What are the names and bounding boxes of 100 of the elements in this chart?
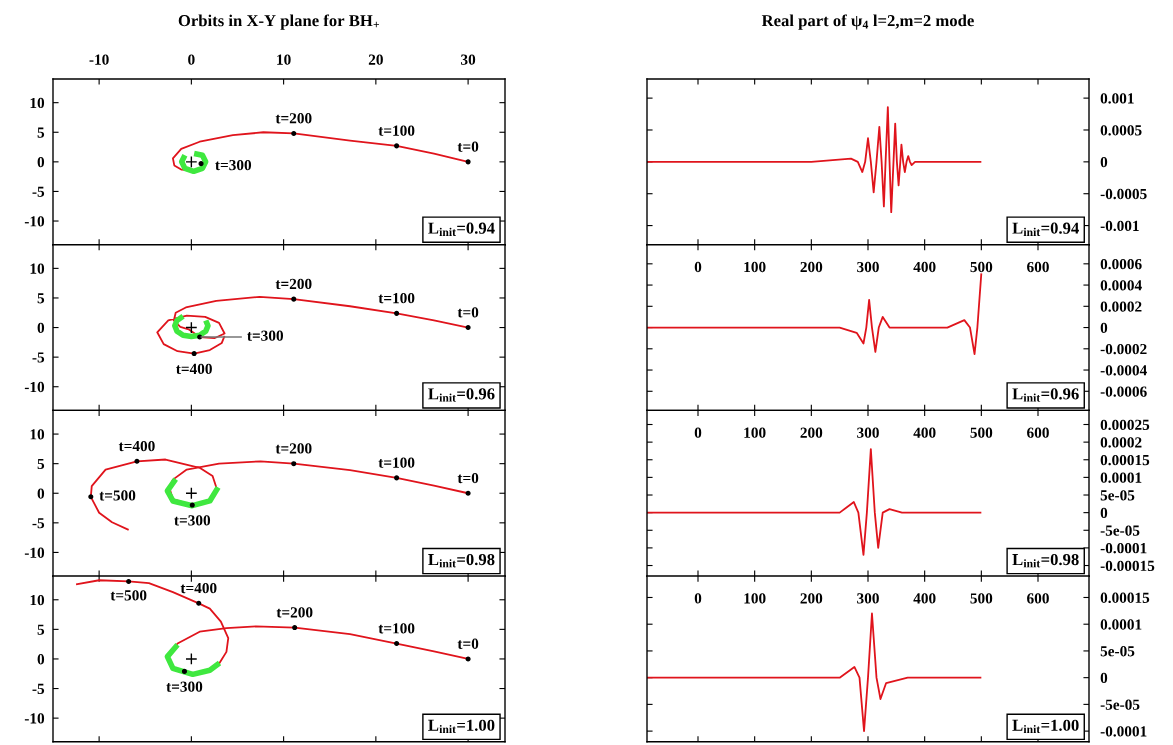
x-tick-label: 100 bbox=[744, 593, 766, 604]
y-tick-label: 0 bbox=[37, 488, 45, 499]
y-tick-label: -5 bbox=[32, 186, 45, 197]
y-tick-label: 0 bbox=[37, 322, 45, 333]
annotation: L$_{init}$=0.94 bbox=[1012, 222, 1079, 237]
point bbox=[465, 656, 471, 662]
point bbox=[191, 351, 197, 357]
y-tick-label: 0 bbox=[1100, 672, 1108, 684]
x-tick-label: 20 bbox=[368, 54, 383, 65]
y-tick-label: 0 bbox=[37, 156, 45, 168]
annotation: t=300 bbox=[215, 159, 252, 171]
x-tick-label: 200 bbox=[800, 261, 823, 273]
y-tick-label: -5 bbox=[32, 683, 45, 694]
line-series bbox=[647, 272, 983, 356]
y-tick-label: -0.0001 bbox=[1100, 726, 1147, 737]
chart-title: Real part of ψ$_{4}$ l=2,m=2 mode bbox=[761, 14, 974, 30]
annotation: t=400 bbox=[180, 582, 217, 594]
y-tick-label: 0.0002 bbox=[1100, 301, 1142, 312]
annotation: t=200 bbox=[275, 113, 312, 124]
annotation: L$_{init}$=1.00 bbox=[428, 719, 495, 734]
y-tick-label: -10 bbox=[24, 713, 45, 724]
annotation: t=0 bbox=[457, 141, 479, 152]
y-tick-label: 0.0002 bbox=[1100, 437, 1142, 448]
y-tick-label: 0 bbox=[37, 654, 45, 665]
annotation: t=300 bbox=[174, 515, 211, 526]
annotation: t=100 bbox=[378, 623, 415, 634]
annotation: t=200 bbox=[275, 443, 312, 454]
annotation: t=300 bbox=[247, 330, 284, 341]
point bbox=[126, 578, 132, 584]
point bbox=[185, 155, 198, 168]
point bbox=[185, 321, 198, 334]
x-tick-label: 300 bbox=[857, 427, 879, 438]
x-tick-label: -10 bbox=[89, 54, 109, 65]
y-tick-label: -5 bbox=[32, 518, 45, 529]
point bbox=[185, 652, 198, 666]
annotation: t=200 bbox=[276, 607, 313, 618]
annotation: L$_{init}$=0.98 bbox=[428, 553, 495, 568]
y-tick-label: 10 bbox=[30, 97, 45, 109]
annotation: t=100 bbox=[378, 292, 415, 304]
point bbox=[394, 310, 400, 316]
y-tick-label: 0.0006 bbox=[1100, 258, 1142, 270]
y-tick-label: 5 bbox=[37, 458, 45, 470]
y-tick-label: -0.0004 bbox=[1100, 365, 1147, 376]
annotation: t=300 bbox=[166, 681, 203, 692]
x-tick-label: 600 bbox=[1027, 261, 1049, 273]
annotation: t=0 bbox=[457, 307, 479, 318]
x-tick-label: 300 bbox=[857, 261, 879, 273]
y-tick-label: 5e-05 bbox=[1100, 646, 1135, 657]
y-tick-label: 0.0001 bbox=[1100, 472, 1142, 483]
y-tick-label: 5e-05 bbox=[1100, 490, 1135, 501]
x-tick-label: 0 bbox=[694, 427, 702, 438]
point bbox=[185, 487, 198, 500]
point bbox=[291, 461, 297, 467]
x-tick-label: 600 bbox=[1027, 427, 1049, 438]
point bbox=[134, 458, 140, 464]
x-tick-label: 400 bbox=[913, 593, 936, 604]
y-tick-label: -10 bbox=[24, 381, 45, 393]
annotation: L$_{init}$=0.96 bbox=[428, 388, 495, 402]
x-tick-label: 30 bbox=[461, 54, 476, 65]
y-tick-label: 0.0001 bbox=[1100, 619, 1142, 630]
point bbox=[394, 641, 400, 647]
x-tick-label: 500 bbox=[970, 593, 993, 604]
x-tick-label: 100 bbox=[744, 427, 766, 438]
point bbox=[181, 668, 187, 674]
y-tick-label: -0.0002 bbox=[1100, 343, 1147, 355]
y-tick-label: 0.00015 bbox=[1100, 454, 1150, 466]
annotation: t=500 bbox=[110, 590, 147, 601]
y-tick-label: -10 bbox=[24, 547, 45, 558]
point bbox=[465, 159, 471, 165]
point bbox=[88, 494, 94, 500]
x-tick-label: 0 bbox=[188, 54, 195, 65]
point bbox=[198, 161, 204, 167]
point bbox=[394, 143, 400, 149]
y-tick-label: -0.0006 bbox=[1100, 386, 1147, 397]
point bbox=[394, 475, 400, 481]
point bbox=[291, 130, 297, 136]
y-tick-label: -0.0001 bbox=[1100, 543, 1147, 554]
annotation: t=400 bbox=[118, 440, 155, 452]
annotation: t=500 bbox=[99, 490, 136, 501]
y-tick-label: -5e-05 bbox=[1100, 525, 1140, 536]
annotation: L$_{init}$=0.98 bbox=[1012, 553, 1079, 568]
y-tick-label: -10 bbox=[24, 216, 45, 227]
annotation: t=0 bbox=[457, 472, 479, 484]
annotation: L$_{init}$=1.00 bbox=[1012, 719, 1079, 734]
y-tick-label: -0.00015 bbox=[1100, 560, 1155, 572]
annotation: t=0 bbox=[457, 638, 479, 649]
y-tick-label: -5 bbox=[32, 352, 45, 363]
y-tick-label: 0.00015 bbox=[1100, 592, 1150, 603]
annotation: t=100 bbox=[378, 125, 415, 136]
y-tick-label: 0.001 bbox=[1100, 93, 1134, 104]
line-series bbox=[647, 106, 983, 214]
x-tick-label: 400 bbox=[913, 261, 936, 273]
x-tick-label: 0 bbox=[694, 593, 702, 604]
y-tick-label: -0.001 bbox=[1100, 220, 1139, 232]
x-tick-label: 400 bbox=[913, 427, 936, 438]
x-tick-label: 500 bbox=[970, 261, 993, 273]
x-tick-label: 300 bbox=[857, 593, 879, 604]
y-tick-label: 0 bbox=[1100, 322, 1108, 333]
point bbox=[465, 490, 471, 496]
y-tick-label: -5e-05 bbox=[1100, 699, 1140, 710]
